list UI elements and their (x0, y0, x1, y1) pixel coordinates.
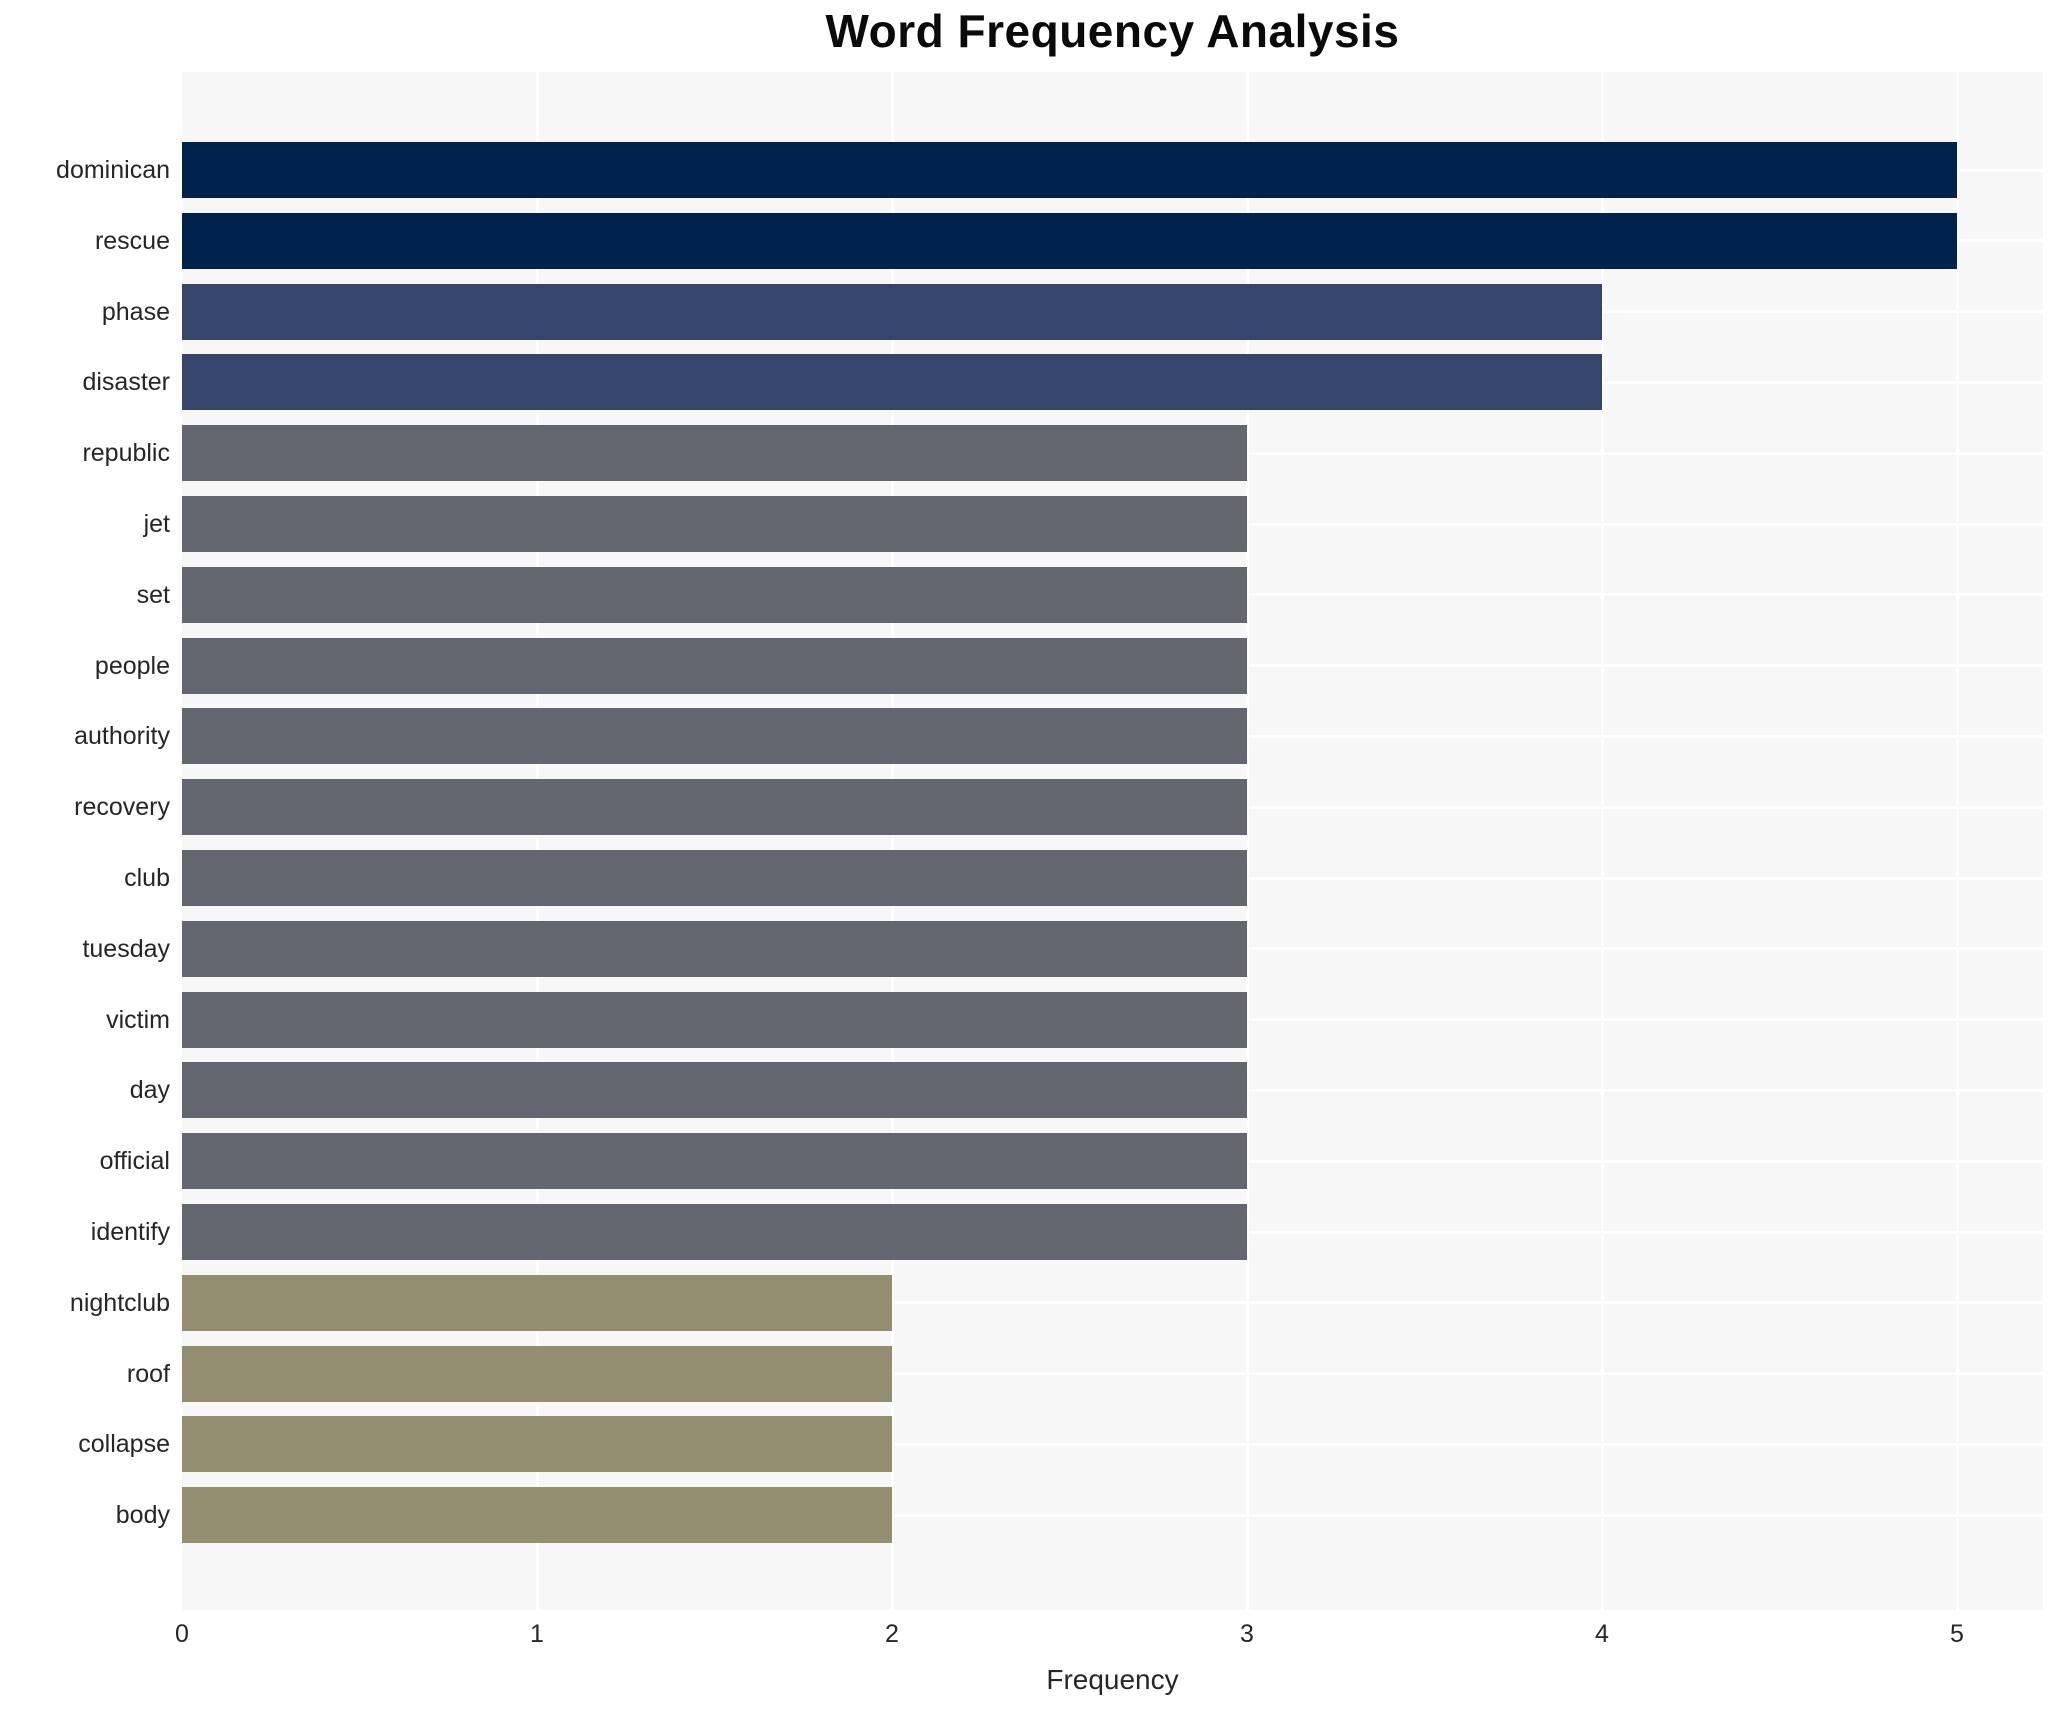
x-tick-label-3: 3 (1240, 1620, 1254, 1648)
bar-dominican (182, 142, 1957, 198)
v-gridline (890, 72, 894, 1610)
y-tick-label-body: body (115, 1501, 170, 1530)
y-tick-label-authority: authority (74, 722, 170, 751)
bar-disaster (182, 354, 1602, 411)
y-tick-label-identify: identify (90, 1218, 170, 1246)
bar-recovery (182, 779, 1247, 836)
y-tick-label-people: people (94, 651, 170, 680)
bar-official (182, 1133, 1247, 1190)
bar-phase (182, 283, 1602, 340)
x-tick-label-2: 2 (885, 1620, 899, 1648)
y-tick-label-roof: roof (126, 1359, 170, 1388)
y-tick-label-disaster: disaster (82, 368, 170, 397)
bar-tuesday (182, 920, 1247, 977)
y-tick-label-republic: republic (82, 439, 170, 468)
bar-identify (182, 1204, 1247, 1260)
x-tick-label-4: 4 (1595, 1620, 1609, 1648)
h-gridline (182, 1301, 2043, 1305)
y-tick-label-victim: victim (106, 1005, 170, 1034)
bar-victim (182, 991, 1247, 1048)
v-gridline (1955, 72, 1959, 1610)
x-tick-label-5: 5 (1950, 1620, 1964, 1648)
h-gridline (182, 1513, 2043, 1517)
y-tick-label-dominican: dominican (56, 156, 170, 184)
bar-authority (182, 708, 1247, 765)
y-tick-label-rescue: rescue (94, 226, 170, 255)
bar-roof (182, 1345, 892, 1402)
y-tick-label-nightclub: nightclub (69, 1288, 170, 1317)
bar-people (182, 637, 1247, 694)
y-tick-label-official: official (99, 1147, 170, 1176)
y-tick-label-jet: jet (143, 510, 170, 538)
plot-area (182, 72, 2043, 1610)
v-gridline (1245, 72, 1249, 1610)
y-tick-label-day: day (129, 1076, 170, 1105)
bar-rescue (182, 212, 1957, 269)
y-tick-label-phase: phase (101, 297, 170, 326)
h-gridline (182, 1372, 2043, 1376)
bar-nightclub (182, 1274, 892, 1331)
y-tick-label-collapse: collapse (78, 1430, 170, 1459)
y-tick-label-club: club (124, 864, 170, 892)
x-tick-label-1: 1 (530, 1620, 544, 1648)
bar-club (182, 850, 1247, 906)
bar-set (182, 566, 1247, 623)
y-tick-label-tuesday: tuesday (82, 934, 170, 963)
bar-body (182, 1487, 892, 1544)
x-tick-label-0: 0 (175, 1620, 189, 1648)
bar-republic (182, 425, 1247, 482)
bar-day (182, 1062, 1247, 1119)
bar-collapse (182, 1416, 892, 1473)
x-axis-label: Frequency (1046, 1664, 1179, 1695)
y-tick-label-recovery: recovery (74, 793, 170, 822)
y-tick-label-set: set (136, 580, 170, 609)
v-gridline (1600, 72, 1604, 1610)
chart-title: Word Frequency Analysis (825, 5, 1400, 57)
bar-jet (182, 496, 1247, 552)
v-gridline (535, 72, 539, 1610)
h-gridline (182, 1442, 2043, 1446)
